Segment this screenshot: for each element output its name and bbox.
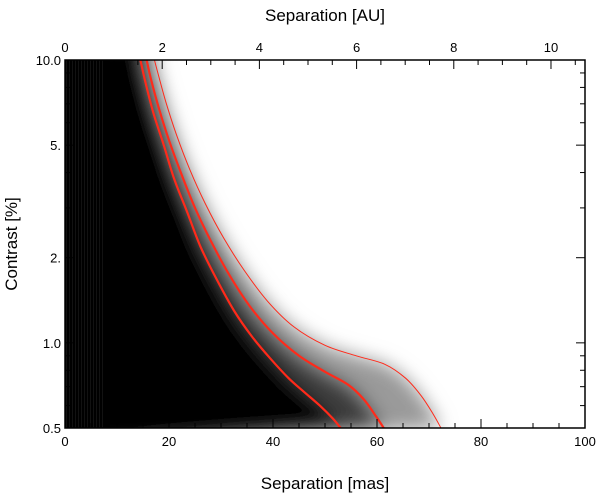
x2-tick-label: 2 [159,40,166,55]
x2-tick-label: 10 [544,40,558,55]
y-tick-label: 0.5 [43,421,61,436]
x-axis-title: Separation [mas] [261,474,390,493]
x-tick-label: 20 [162,434,176,449]
x2-tick-labels: 0 2 4 6 8 10 [61,40,558,55]
x-tick-label: 100 [574,434,596,449]
y-tick-label: 10.0 [36,53,61,68]
contour-line-3 [153,60,442,428]
heatmap [65,60,441,428]
x-tick-label: 80 [474,434,488,449]
y-tick-label: 2. [50,251,61,266]
heatmap-black-region [65,60,341,428]
x2-tick-label: 0 [61,40,68,55]
bottom-axis-ticks [64,419,586,428]
x2-tick-label: 8 [450,40,457,55]
heatmap-grain [65,60,105,428]
x2-tick-label: 6 [353,40,360,55]
y-axis-title: Contrast [%] [2,197,21,291]
left-axis-ticks [65,59,74,429]
x2-axis-title: Separation [AU] [265,6,385,25]
y-tick-label: 1.0 [43,336,61,351]
y-tick-label: 5. [50,138,61,153]
right-axis-ticks [576,59,585,429]
x-tick-label: 40 [266,434,280,449]
plot-area [65,60,585,428]
x-tick-label: 60 [370,434,384,449]
x2-tick-label: 4 [256,40,263,55]
x-tick-labels: 0 20 40 60 80 100 [61,434,595,449]
contour-line-2 [145,60,385,428]
contour-line-1 [139,60,342,428]
y-tick-labels: 0.5 1.0 2. 5. 10.0 [36,53,61,436]
top-axis-ticks [64,60,576,69]
contour-lines [139,60,442,428]
x-tick-label: 0 [61,434,68,449]
